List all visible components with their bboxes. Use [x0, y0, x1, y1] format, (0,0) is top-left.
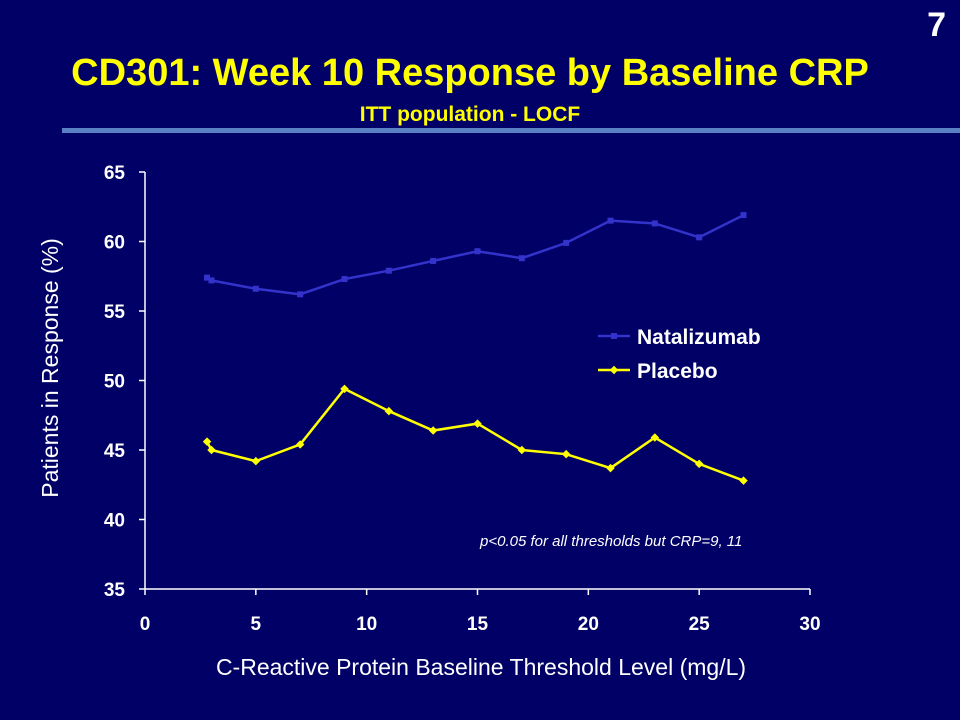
legend-placebo-marker: [609, 365, 619, 375]
x-tick-label: 15: [467, 614, 489, 635]
y-tick-label: 60: [104, 233, 125, 254]
data-point-natalizumab: [208, 277, 215, 284]
title-divider: [62, 128, 960, 133]
data-point-placebo: [384, 406, 394, 416]
data-point-natalizumab: [607, 217, 614, 224]
data-point-placebo: [694, 459, 704, 469]
data-point-natalizumab: [204, 274, 211, 281]
y-tick-label: 40: [104, 511, 125, 532]
data-point-natalizumab: [740, 212, 747, 219]
x-tick-label: 25: [689, 614, 711, 635]
data-point-placebo: [473, 419, 482, 428]
data-point-natalizumab: [385, 267, 392, 274]
data-point-placebo: [251, 456, 261, 466]
slide-title: CD301: Week 10 Response by Baseline CRP: [71, 52, 869, 94]
x-ticks: 0 5 10 15 20 25 30: [140, 589, 821, 635]
y-tick-label: 65: [104, 163, 126, 184]
slide-subtitle: ITT population - LOCF: [359, 103, 581, 126]
data-point-placebo: [340, 384, 349, 394]
y-axis-label: Patients in Response (%): [37, 238, 63, 498]
x-axis-label: C-Reactive Protein Baseline Threshold Le…: [216, 654, 746, 680]
data-point-placebo: [202, 437, 212, 446]
series-layer: [202, 212, 748, 485]
data-point-placebo: [295, 440, 305, 449]
data-point-natalizumab: [430, 257, 437, 264]
series-line-natalizumab: [206, 213, 745, 296]
y-tick-label: 50: [104, 372, 125, 393]
legend: Natalizumab Placebo: [598, 326, 761, 383]
x-tick-label: 10: [356, 614, 377, 635]
x-tick-label: 0: [140, 614, 151, 635]
data-point-placebo: [606, 463, 615, 473]
data-point-placebo: [561, 449, 571, 459]
legend-placebo-label: Placebo: [637, 360, 718, 383]
data-point-natalizumab: [252, 285, 259, 292]
data-point-placebo: [428, 426, 438, 435]
y-ticks: 35 40 45 50 55 60 65: [104, 163, 145, 601]
data-point-natalizumab: [474, 248, 481, 255]
x-tick-label: 5: [251, 614, 262, 635]
x-tick-label: 20: [578, 614, 599, 635]
axes: 35 40 45 50 55 60 65 0 5 10 15 20 25 30: [104, 163, 821, 635]
data-point-natalizumab: [341, 276, 348, 283]
data-point-placebo: [517, 445, 527, 455]
y-tick-label: 35: [104, 580, 126, 601]
series-line-placebo: [205, 387, 744, 482]
y-tick-label: 45: [104, 441, 126, 462]
data-point-placebo: [650, 433, 660, 442]
data-point-natalizumab: [297, 291, 304, 298]
x-tick-label: 30: [799, 614, 820, 635]
data-point-natalizumab: [563, 239, 570, 246]
significance-note: p<0.05 for all thresholds but CRP=9, 11: [479, 533, 742, 550]
data-point-natalizumab: [518, 255, 525, 262]
data-point-placebo: [207, 445, 216, 455]
slide-number: 7: [927, 6, 946, 44]
y-tick-label: 55: [104, 302, 126, 323]
legend-natalizumab-label: Natalizumab: [637, 326, 761, 349]
data-point-natalizumab: [696, 234, 703, 241]
legend-natalizumab-marker: [611, 333, 617, 339]
data-point-placebo: [739, 476, 748, 485]
data-point-natalizumab: [651, 220, 658, 227]
